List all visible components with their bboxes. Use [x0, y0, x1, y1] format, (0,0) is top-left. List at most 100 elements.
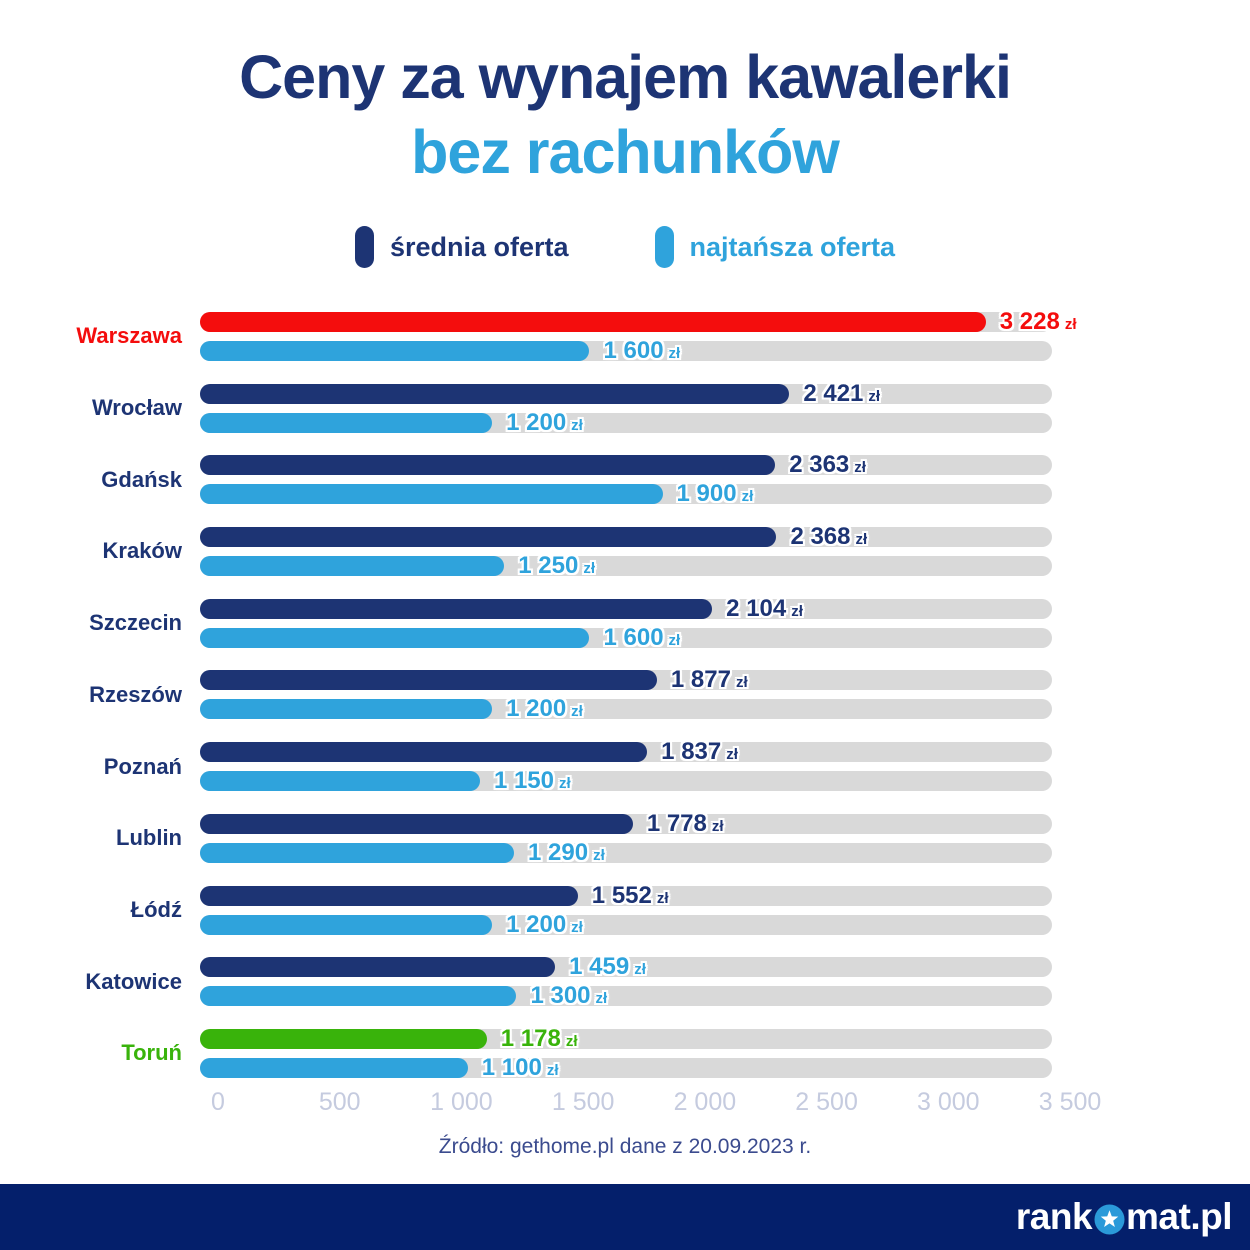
logo-text-prefix: rank — [1015, 1196, 1093, 1237]
average-offer-value: 1 837 zł — [661, 738, 738, 766]
average-offer-bar — [200, 527, 777, 548]
cheapest-offer-value: 1 300 zł — [530, 982, 607, 1010]
city-bars: 2 363 zł 1 900 zł — [200, 451, 1052, 507]
cheapest-offer-number: 1 200 — [506, 408, 567, 436]
cheapest-offer-track: 1 200 zł — [200, 695, 1052, 722]
average-offer-value: 1 778 zł — [647, 810, 724, 838]
cheapest-offer-unit: zł — [668, 631, 681, 649]
cheapest-offer-bar — [200, 484, 663, 505]
average-offer-swatch-icon — [354, 226, 374, 268]
city-bars: 1 877 zł 1 200 zł — [200, 666, 1052, 722]
city-label: Gdańsk — [101, 466, 182, 492]
average-offer-bar — [200, 670, 657, 691]
average-offer-unit: zł — [854, 459, 866, 477]
cheapest-offer-bar — [200, 556, 505, 577]
cheapest-offer-track: 1 600 zł — [200, 337, 1052, 364]
x-axis-tick: 1 000 — [430, 1088, 493, 1116]
average-offer-value: 2 421 zł — [803, 380, 880, 408]
average-offer-number: 1 178 — [500, 1024, 561, 1052]
cheapest-offer-value: 1 200 zł — [506, 695, 583, 723]
page-title: Ceny za wynajem kawalerki bez rachunków — [0, 40, 1250, 190]
bar-row: Poznań 1 837 zł 1 150 zł — [0, 738, 1070, 794]
x-axis-tick: 2 500 — [795, 1088, 858, 1116]
cheapest-offer-track: 1 200 zł — [200, 409, 1052, 436]
x-axis-tick: 0 — [211, 1088, 225, 1116]
average-offer-unit: zł — [1064, 316, 1077, 333]
legend-item-average: średnia oferta — [354, 226, 569, 268]
title-line-2: bez rachunków — [411, 118, 840, 187]
source-note: Źródło: gethome.pl dane z 20.09.2023 r. — [438, 1135, 812, 1158]
city-label: Warszawa — [76, 323, 182, 349]
average-offer-bar — [200, 455, 776, 476]
bar-row: Warszawa 3 228 zł 1 600 zł — [0, 308, 1076, 364]
cheapest-offer-unit: zł — [595, 990, 608, 1008]
average-offer-track: 2 104 zł — [200, 595, 1052, 622]
cheapest-offer-bar — [200, 771, 480, 792]
average-offer-value: 1 459 zł — [569, 953, 646, 981]
average-offer-track: 2 363 zł — [200, 451, 1052, 478]
city-label: Lublin — [116, 825, 182, 851]
average-offer-number: 1 837 — [661, 738, 722, 766]
city-bars: 2 368 zł 1 250 zł — [200, 523, 1052, 580]
average-offer-track: 1 178 zł — [200, 1025, 1052, 1052]
average-offer-track: 1 459 zł — [200, 953, 1052, 980]
average-offer-bar — [200, 312, 986, 332]
city-label: Toruń — [121, 1040, 182, 1066]
city-label: Szczecin — [89, 610, 182, 636]
average-offer-unit: zł — [791, 602, 803, 620]
average-offer-bar — [200, 383, 790, 404]
city-bars: 1 778 zł 1 290 zł — [200, 810, 1052, 866]
city-bars: 1 552 zł 1 200 zł — [200, 882, 1052, 938]
cheapest-offer-value: 1 600 zł — [603, 337, 680, 365]
legend-item-cheapest: najtańsza oferta — [654, 226, 896, 268]
cheapest-offer-number: 1 300 — [530, 982, 591, 1010]
legend-label-cheapest: najtańsza oferta — [689, 231, 896, 262]
legend-label-average: średnia oferta — [389, 231, 569, 262]
cheapest-offer-value: 1 150 zł — [494, 767, 571, 795]
average-offer-value: 1 877 zł — [671, 666, 748, 694]
city-label: Poznań — [103, 753, 182, 779]
bar-row: Toruń 1 178 zł 1 100 zł — [0, 1025, 1070, 1081]
cheapest-offer-number: 1 290 — [528, 838, 589, 866]
average-offer-track: 1 837 zł — [200, 738, 1052, 765]
cheapest-offer-track: 1 150 zł — [200, 767, 1052, 794]
x-axis-tick: 1 500 — [551, 1088, 615, 1116]
average-offer-unit: zł — [726, 746, 738, 764]
average-offer-bar — [200, 885, 578, 906]
cheapest-offer-unit: zł — [571, 416, 583, 434]
cheapest-offer-number: 1 250 — [518, 552, 579, 580]
bar-chart: Warszawa 3 228 zł 1 600 zł Wrocław — [0, 308, 1076, 1081]
bar-row: Wrocław 2 421 zł 1 200 zł — [0, 380, 1070, 436]
average-offer-value: 2 363 zł — [789, 451, 866, 479]
cheapest-offer-number: 1 200 — [506, 695, 567, 723]
average-offer-value: 2 368 zł — [790, 523, 867, 551]
cheapest-offer-value: 1 200 zł — [506, 911, 583, 939]
cheapest-offer-value: 1 600 zł — [603, 624, 680, 652]
cheapest-offer-bar — [200, 341, 590, 361]
cheapest-offer-value: 1 900 zł — [677, 480, 754, 508]
cheapest-offer-bar — [200, 842, 515, 863]
average-offer-value: 3 228 zł — [1000, 308, 1077, 336]
cheapest-offer-value: 1 290 zł — [528, 839, 605, 867]
cheapest-offer-unit: zł — [571, 918, 583, 936]
cheapest-offer-track: 1 300 zł — [200, 982, 1052, 1009]
average-offer-value: 1 178 zł — [501, 1025, 578, 1053]
cheapest-offer-unit: zł — [741, 488, 754, 506]
star-in-circle-icon — [1094, 1203, 1125, 1235]
x-axis-tick: 500 — [318, 1088, 361, 1116]
average-offer-number: 1 552 — [591, 881, 652, 909]
cheapest-offer-bar — [200, 986, 517, 1007]
average-offer-bar — [200, 598, 713, 619]
average-offer-bar — [200, 813, 633, 834]
bar-row: Rzeszów 1 877 zł 1 200 zł — [0, 666, 1070, 722]
cheapest-offer-unit: zł — [546, 1061, 559, 1079]
cheapest-offer-bar — [200, 1057, 468, 1078]
cheapest-offer-track: 1 600 zł — [200, 624, 1052, 651]
bar-row: Gdańsk 2 363 zł 1 900 zł — [0, 451, 1070, 507]
average-offer-value: 2 104 zł — [726, 595, 803, 623]
city-bars: 1 178 zł 1 100 zł — [200, 1025, 1052, 1081]
average-offer-track: 1 877 zł — [200, 666, 1052, 693]
cheapest-offer-number: 1 600 — [603, 337, 664, 364]
city-label: Wrocław — [91, 395, 182, 421]
average-offer-unit: zł — [656, 889, 669, 907]
